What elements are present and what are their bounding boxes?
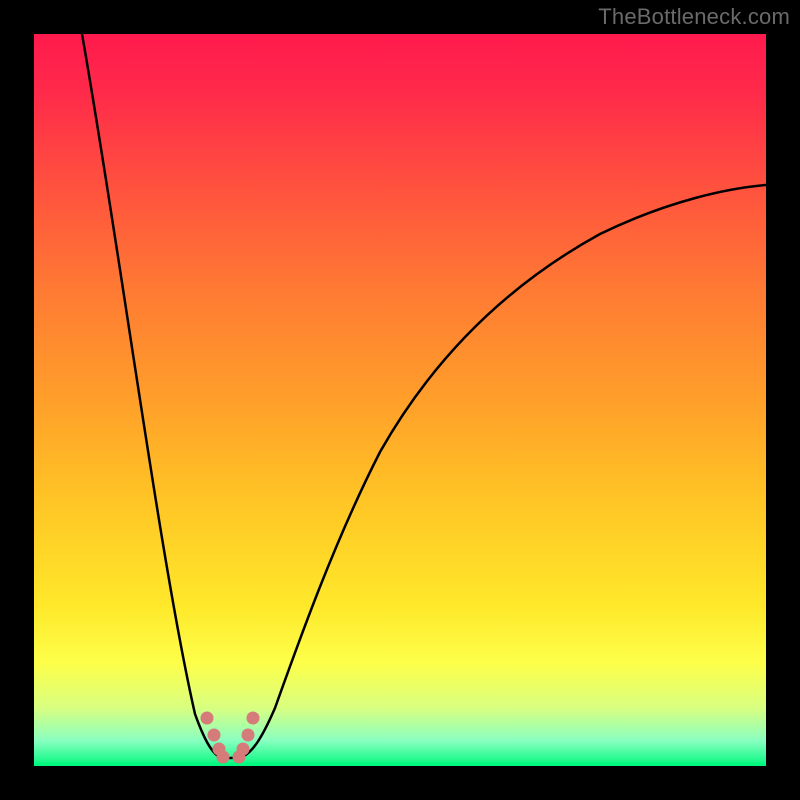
plot-area (34, 34, 766, 766)
dip-marker (247, 712, 260, 725)
dip-marker (201, 712, 214, 725)
chart-container: TheBottleneck.com (0, 0, 800, 800)
dip-marker (217, 751, 230, 764)
bottleneck-chart (0, 0, 800, 800)
watermark-text: TheBottleneck.com (598, 4, 790, 30)
dip-marker (242, 729, 255, 742)
dip-marker (208, 729, 221, 742)
dip-marker (233, 751, 246, 764)
